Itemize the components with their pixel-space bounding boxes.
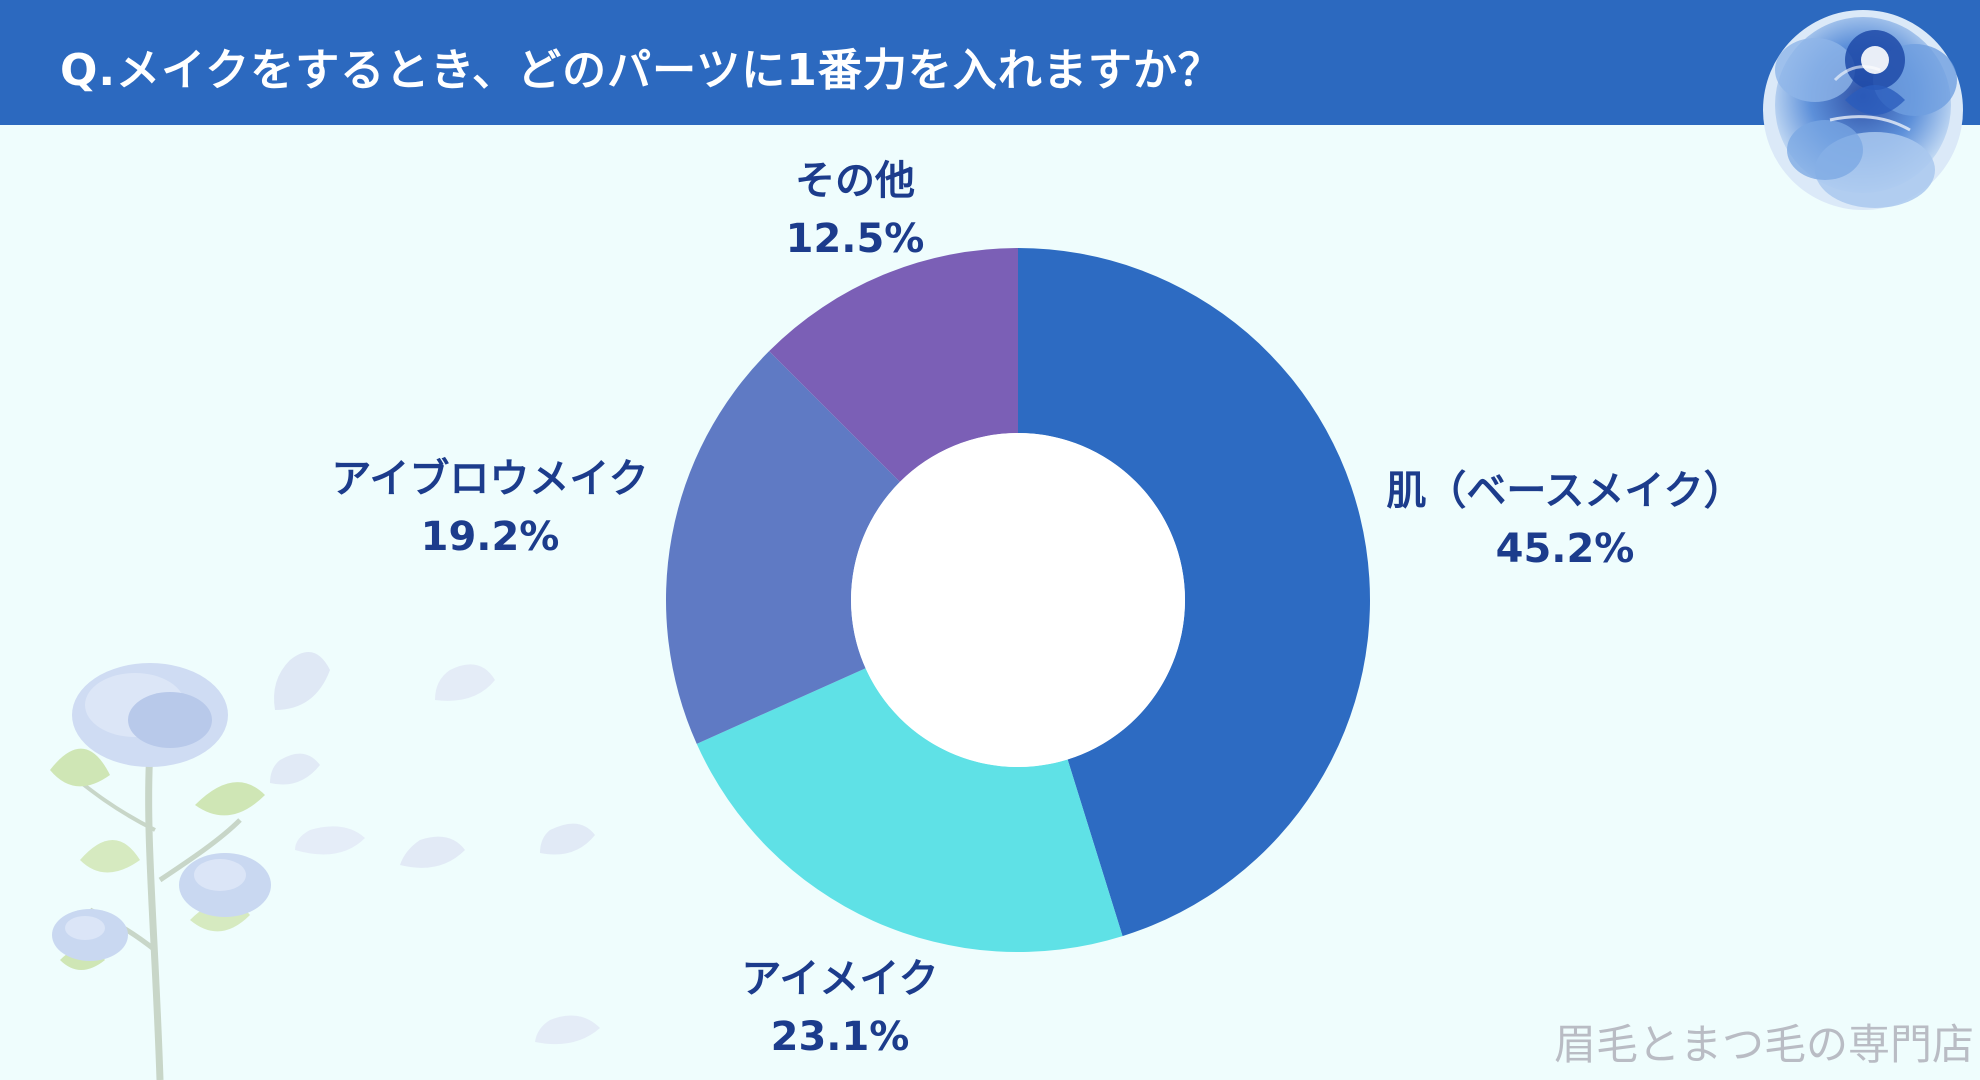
petal-decorations [270,652,600,1045]
slice-skin [1018,248,1370,937]
slice-label-eye-makeup-value: 23.1% [770,1014,910,1060]
slice-label-skin-value: 45.2% [1495,526,1635,572]
slice-label-other: その他 12.5% [735,152,975,268]
header-bar: Q.メイクをするとき、どのパーツに1番力を入れますか？ [0,0,1980,125]
slice-label-eye-makeup-name: アイメイク [741,956,939,1002]
slice-label-other-value: 12.5% [785,216,925,262]
slice-label-eyebrow-makeup-name: アイブロウメイク [331,456,649,502]
page-title: Q.メイクをするとき、どのパーツに1番力を入れますか？ [60,45,1223,96]
donut-hole [851,433,1185,767]
slice-label-skin: 肌（ベースメイク） 45.2% [1365,462,1765,578]
slice-eye-makeup [696,668,1123,952]
slice-eyebrow-makeup [665,351,900,744]
slice-other [769,248,1018,482]
slice-label-skin-name: 肌（ベースメイク） [1386,468,1744,514]
rose-illustration-top-right [1763,10,1963,210]
brand-credit: 眉毛とまつ毛の専門店 [1553,1020,1974,1069]
slice-label-eye-makeup: アイメイク 23.1% [680,950,1000,1066]
slice-label-other-name: その他 [795,158,915,204]
slice-label-eyebrow-makeup-value: 19.2% [420,514,560,560]
rose-illustration-bottom-left [50,663,271,1080]
slice-label-eyebrow-makeup: アイブロウメイク 19.2% [290,450,690,566]
